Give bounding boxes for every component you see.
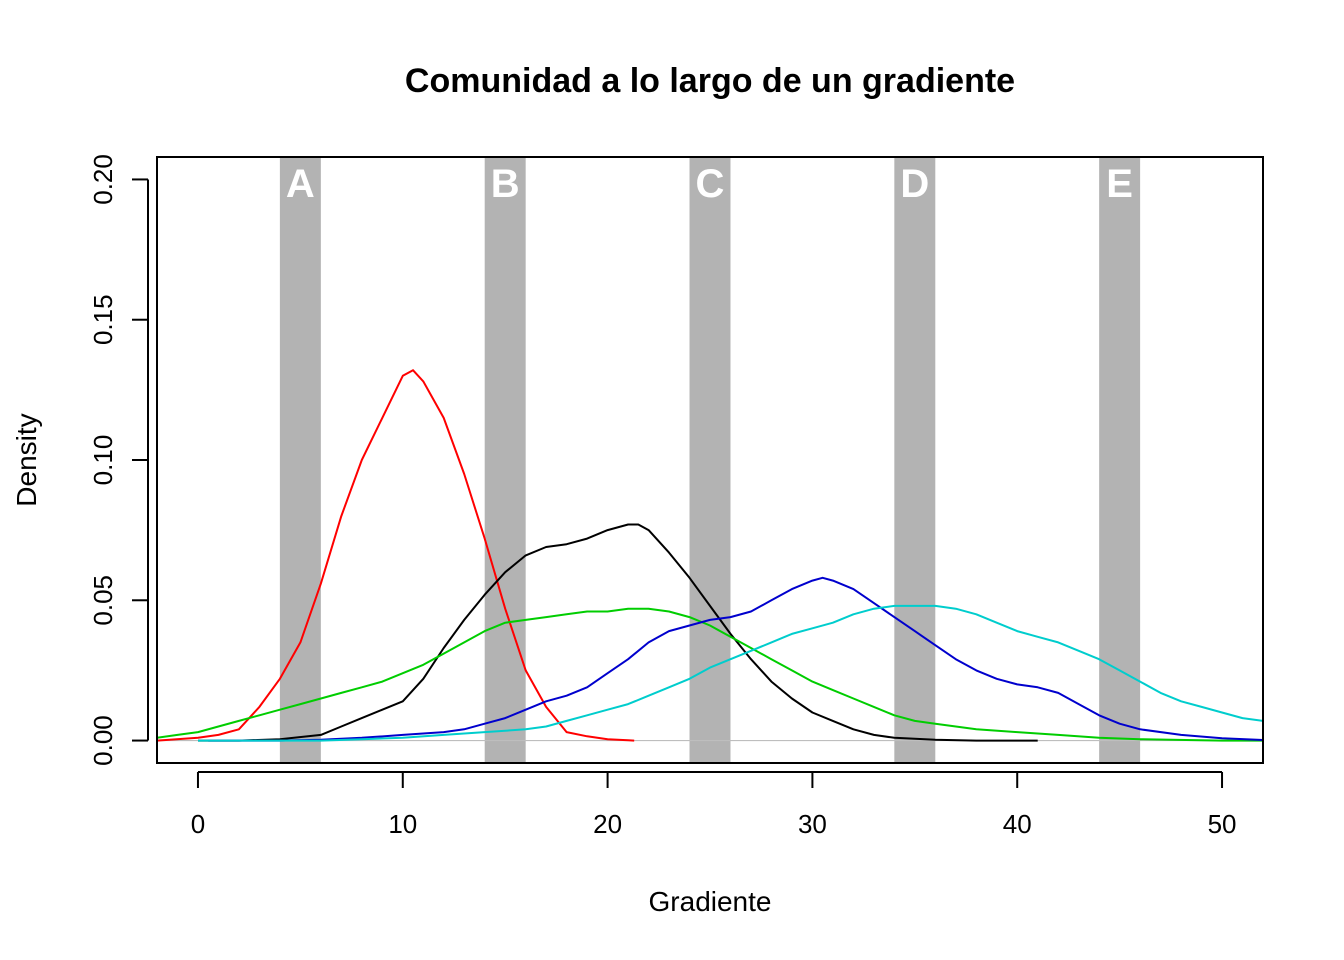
density-curve-3 [157, 607, 1263, 742]
band-a [279, 157, 321, 763]
y-tick-label: 0.10 [88, 435, 118, 486]
x-tick-label: 0 [191, 809, 205, 839]
density-curve-2 [198, 523, 1038, 742]
y-tick-label: 0.05 [88, 575, 118, 626]
density-curve-1 [157, 369, 635, 742]
band-label-d: D [900, 162, 929, 206]
band-e [1099, 157, 1141, 763]
x-tick-label: 40 [1003, 809, 1032, 839]
density-curve-4 [208, 576, 1263, 742]
x-tick-label: 50 [1208, 809, 1237, 839]
band-label-e: E [1106, 162, 1133, 206]
y-tick-label: 0.20 [88, 154, 118, 205]
band-label-c: C [696, 162, 725, 206]
chart-title: Comunidad a lo largo de un gradiente [405, 62, 1015, 100]
x-axis-label: Gradiente [649, 886, 772, 917]
density-curve-5 [198, 604, 1263, 742]
y-axis-label: Density [11, 413, 42, 506]
y-tick-label: 0.00 [88, 715, 118, 766]
plot-area: A B C D E 0 10 20 30 40 50 0.00 0.05 0.10 0.15 0.20 [88, 154, 1264, 839]
band-label-b: B [491, 162, 520, 206]
x-tick-label: 30 [798, 809, 827, 839]
band-d [894, 157, 936, 763]
band-b [484, 157, 526, 763]
band-c [689, 157, 731, 763]
x-tick-label: 10 [388, 809, 417, 839]
band-label-a: A [286, 162, 315, 206]
plot-frame [156, 156, 1264, 764]
y-tick-label: 0.15 [88, 294, 118, 345]
x-tick-label: 20 [593, 809, 622, 839]
